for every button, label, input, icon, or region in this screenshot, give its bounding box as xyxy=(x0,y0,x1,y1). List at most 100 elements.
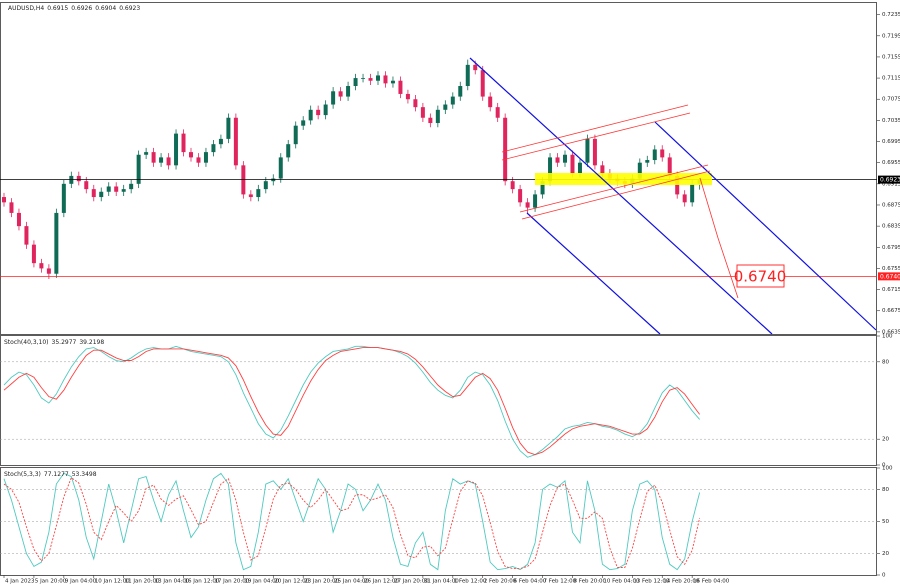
y-tick-label: 0.6955 xyxy=(882,160,900,166)
candle-body xyxy=(488,96,493,108)
y-tick-label: 0.7155 xyxy=(882,54,900,60)
candle-body xyxy=(682,194,687,203)
y-tick-label: 0.7235 xyxy=(882,12,900,18)
header-value: 0.6915 xyxy=(47,5,68,12)
candle-body xyxy=(353,78,358,87)
candle-body xyxy=(9,202,14,213)
x-tick-label: 14 Feb 20:00 xyxy=(663,579,700,585)
candle-body xyxy=(533,194,538,208)
candle-body xyxy=(61,183,66,213)
candle-body xyxy=(323,104,328,116)
candle-body xyxy=(525,202,530,208)
candle-body xyxy=(84,181,89,190)
candle-body xyxy=(495,107,500,118)
x-tick-label: 6 Feb 04:00 xyxy=(514,579,547,585)
channel-line xyxy=(469,57,773,335)
y-tick-label: 0.6835 xyxy=(882,224,900,230)
x-tick-label: 25 Jan 04:00 xyxy=(334,579,369,585)
candle-body xyxy=(76,175,81,182)
x-tick-label: 5 Jan 20:00 xyxy=(35,579,67,585)
y-tick-label: 0.7075 xyxy=(882,97,900,103)
candle-body xyxy=(226,117,231,139)
y-tick-label: 0.6635 xyxy=(882,329,900,335)
indicator-line xyxy=(3,347,701,456)
x-tick-label: 4 Jan 2023 xyxy=(5,579,35,585)
indicator-value: 53.3498 xyxy=(72,471,97,478)
candle-body xyxy=(690,183,695,203)
candle-body xyxy=(518,189,523,203)
channel-line xyxy=(501,104,689,153)
y-tick-label: 0.7195 xyxy=(882,33,900,39)
y-tick-label: 0.6875 xyxy=(882,202,900,208)
candle-body xyxy=(503,117,508,182)
y-tick-label: 0.6755 xyxy=(882,266,900,272)
y-tick-label: 50 xyxy=(882,519,889,525)
y-tick-label: 0.7115 xyxy=(882,76,900,82)
indicator-name: Stoch(5,3,3) xyxy=(4,471,41,478)
y-tick-label: 0 xyxy=(882,573,886,579)
candle-body xyxy=(331,91,336,105)
indicator-line xyxy=(3,472,701,571)
projection-arrow xyxy=(699,177,739,299)
candle-body xyxy=(480,70,485,97)
candle-body xyxy=(181,133,186,153)
candle-body xyxy=(428,117,433,124)
price-level-label: 0.6923 xyxy=(880,177,900,184)
candle-body xyxy=(346,86,351,97)
candle-body xyxy=(435,109,440,124)
y-tick-label: 100 xyxy=(882,466,893,472)
y-tick-label: 0.6795 xyxy=(882,245,900,251)
candle-body xyxy=(293,125,298,145)
candle-body xyxy=(233,117,238,166)
candle-body xyxy=(136,154,141,184)
candle-body xyxy=(398,80,403,94)
candle-body xyxy=(24,226,29,245)
y-tick-label: 80 xyxy=(882,487,889,493)
candle-body xyxy=(286,144,291,158)
symbol: AUDUSD,H4 xyxy=(8,5,44,12)
candle-body xyxy=(189,152,193,158)
indicator-line xyxy=(3,476,701,570)
x-tick-label: 23 Jan 20:00 xyxy=(304,579,339,585)
candle-body xyxy=(637,162,642,179)
chart-header: AUDUSD,H4 0.6915 0.6926 0.6904 0.6923 xyxy=(8,5,140,12)
candle-body xyxy=(196,157,201,163)
indicator-name: Stoch(40,3,10) xyxy=(4,339,49,346)
y-tick-label: 0.7035 xyxy=(882,118,900,124)
candle-body xyxy=(458,86,463,97)
x-tick-label: 7 Feb 12:00 xyxy=(544,579,577,585)
candle-body xyxy=(652,149,657,161)
candle-body xyxy=(368,78,373,81)
candle-body xyxy=(592,138,597,166)
candle-body xyxy=(31,244,36,264)
indicator-header: Stoch(5,3,3) 77.1277 53.3498 xyxy=(4,471,97,478)
candle-body xyxy=(383,75,388,84)
y-tick-label: 80 xyxy=(882,359,889,365)
x-tick-label: 19 Jan 04:00 xyxy=(244,579,279,585)
candle-body xyxy=(413,99,418,108)
analysis-drawings xyxy=(469,57,877,335)
candle-body xyxy=(16,212,21,227)
candle-body xyxy=(473,64,478,71)
candle-body xyxy=(555,157,560,163)
candle-body xyxy=(465,64,470,87)
candle-body xyxy=(301,120,306,126)
x-tick-label: 27 Jan 20:00 xyxy=(394,579,429,585)
x-tick-label: 16 Jan 12:00 xyxy=(185,579,220,585)
candle-body xyxy=(390,80,395,84)
candle-body xyxy=(443,104,448,110)
price-level-tag xyxy=(878,272,900,281)
candle-body xyxy=(121,189,126,192)
candle-body xyxy=(278,157,283,179)
candle-body xyxy=(106,186,111,192)
candle-body xyxy=(376,75,380,81)
channel-line xyxy=(526,212,661,335)
x-tick-label: 10 Jan 12:00 xyxy=(95,579,130,585)
header-value: 0.6926 xyxy=(71,5,92,12)
candle-body xyxy=(144,152,149,155)
target-box xyxy=(736,264,785,288)
y-tick-label: 0.6675 xyxy=(882,308,900,314)
candle-body xyxy=(46,268,51,274)
candle-body xyxy=(667,157,672,176)
